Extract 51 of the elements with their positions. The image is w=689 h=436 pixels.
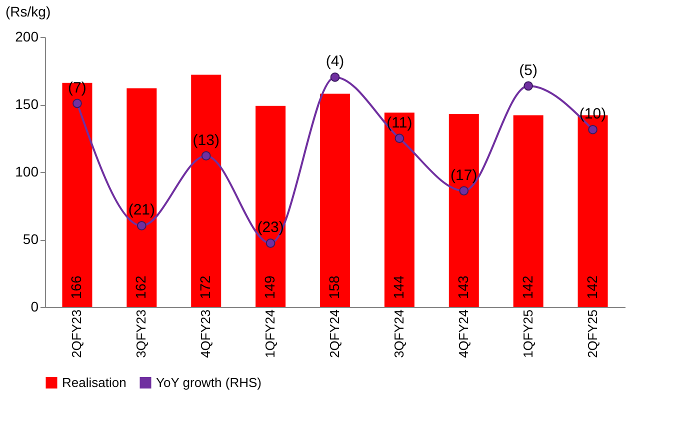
x-tick-label: 1QFY24 [262, 310, 278, 358]
bar [126, 88, 157, 307]
y-tick-label: 200 [15, 28, 39, 44]
legend-label: Realisation [62, 374, 126, 390]
data-label: 142 [584, 275, 600, 299]
bar [191, 74, 222, 307]
y-tick-label: 50 [22, 231, 39, 247]
data-label: (21) [128, 202, 156, 219]
data-label: 172 [197, 275, 214, 299]
bar [320, 94, 350, 307]
y-tick-label: 150 [15, 96, 39, 112]
bar [513, 115, 544, 307]
x-tick-label: 2QFY25 [584, 310, 600, 358]
data-label: (13) [192, 132, 220, 149]
x-tick-label: 1QFY25 [520, 310, 536, 358]
x-tick-label: 3QFY24 [391, 310, 406, 358]
data-label: 143 [454, 275, 471, 299]
y-tick-label: 100 [15, 164, 39, 180]
data-label: 149 [262, 275, 278, 299]
point [459, 186, 469, 196]
data-label: 142 [519, 275, 536, 299]
bar [448, 114, 479, 307]
bar [384, 112, 414, 307]
y-tick-label: 0 [30, 298, 39, 314]
data-label: 162 [132, 275, 149, 299]
point [330, 72, 340, 82]
data-label: (5) [519, 62, 538, 79]
point [394, 134, 404, 144]
point [588, 124, 598, 134]
bar [256, 106, 286, 307]
point [136, 221, 146, 230]
x-tick-label: 3QFY23 [134, 310, 149, 358]
data-label: 166 [68, 275, 84, 299]
y-axis-title: (Rs/kg) [6, 4, 51, 20]
point [524, 81, 534, 91]
data-label: (17) [450, 166, 478, 184]
x-tick-label: 2QFY24 [327, 310, 342, 358]
point [72, 98, 82, 108]
legend-label: YoY growth (RHS) [156, 374, 262, 390]
x-tick-label: 4QFY24 [456, 310, 471, 358]
x-tick-label: 2QFY23 [69, 310, 84, 358]
bar [62, 82, 92, 307]
x-tick-label: 4QFY23 [198, 310, 214, 358]
data-label: (23) [257, 219, 284, 236]
point [201, 151, 211, 161]
data-label: 144 [390, 275, 406, 299]
data-label: 158 [326, 275, 342, 299]
data-label: (4) [326, 53, 344, 70]
data-label: (11) [386, 114, 412, 132]
data-label: (7) [68, 79, 86, 96]
point [266, 238, 276, 248]
